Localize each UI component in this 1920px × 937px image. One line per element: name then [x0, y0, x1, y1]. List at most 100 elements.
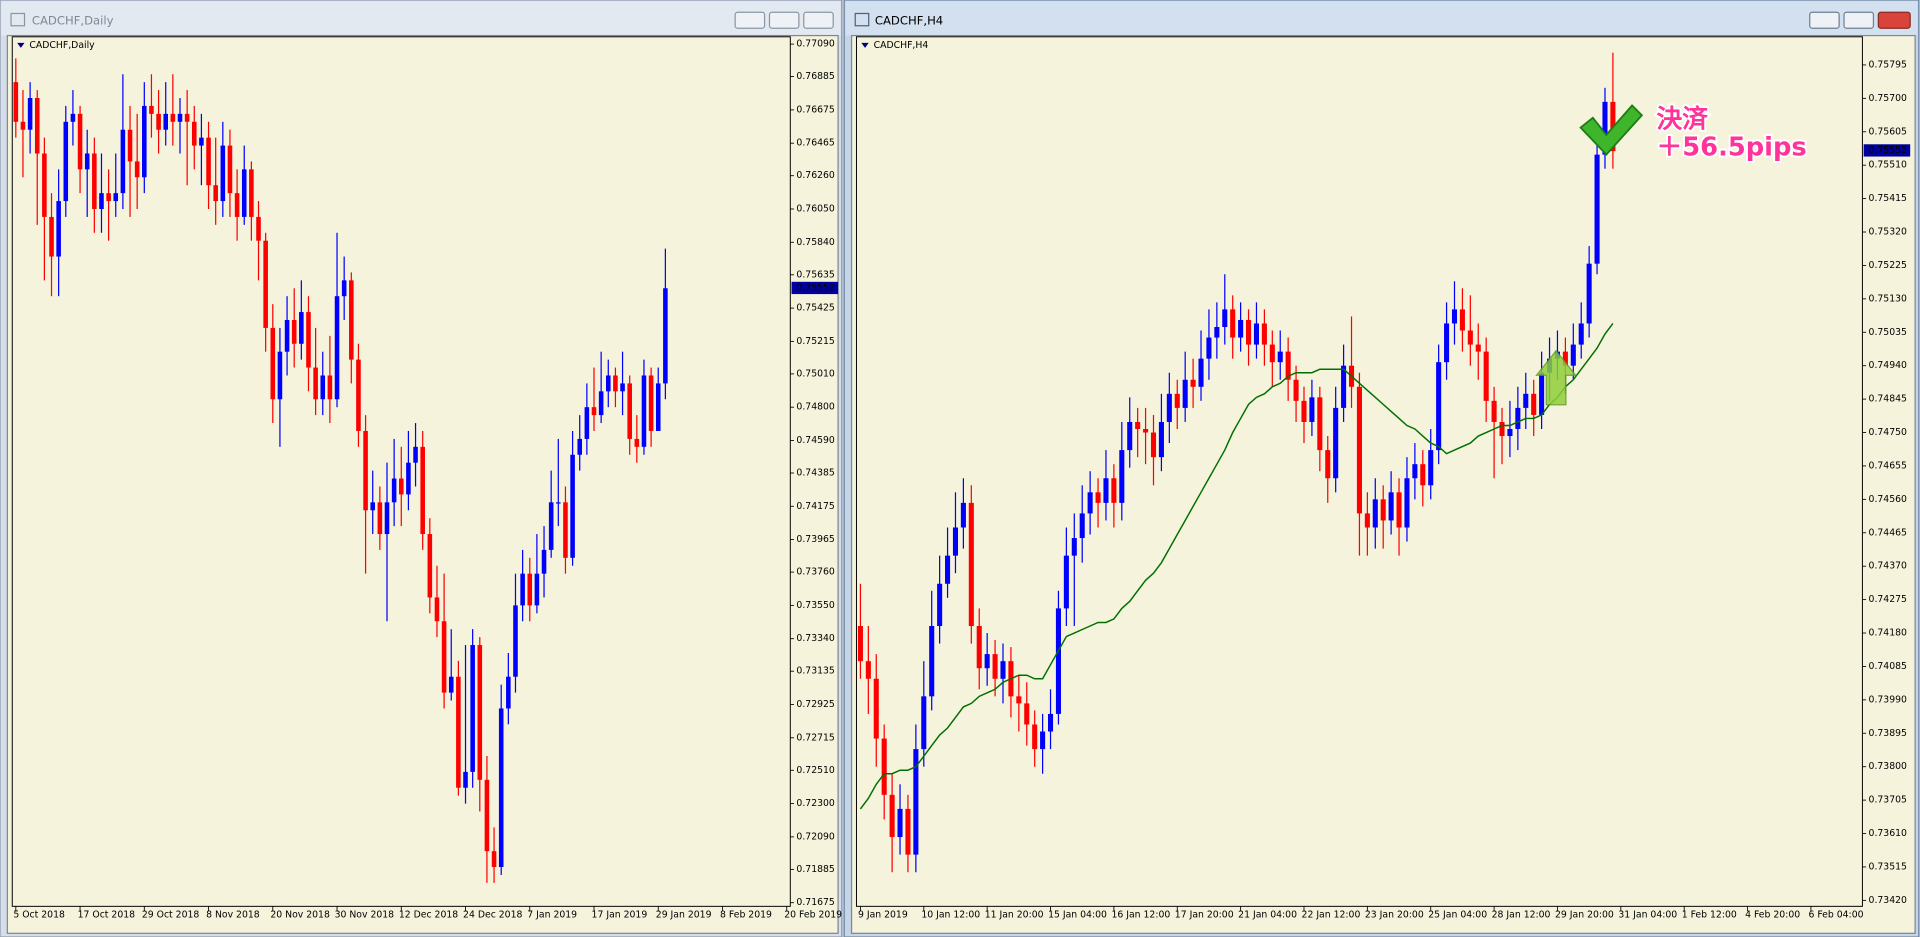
candle-body — [1317, 397, 1323, 451]
y-tick-label: 0.73705 — [1869, 795, 1908, 806]
chart-label: CADCHF,Daily — [29, 40, 95, 51]
candle-body — [1523, 393, 1529, 408]
candle-body — [234, 193, 240, 217]
candle-body — [1079, 513, 1085, 539]
candle-body — [570, 454, 575, 558]
annotation: 決済 — [1657, 104, 1709, 135]
candle-body — [1333, 407, 1339, 479]
y-tick-label: 0.75415 — [1869, 193, 1908, 204]
candle-body — [1198, 358, 1204, 387]
candle-body — [1380, 499, 1386, 521]
candle-body — [968, 502, 974, 626]
candle-body — [156, 113, 161, 130]
candle-body — [1055, 608, 1061, 714]
restore-button[interactable] — [1843, 11, 1875, 29]
y-tick-label: 0.72715 — [796, 732, 835, 743]
candle-body — [299, 312, 304, 344]
candle-body — [1095, 492, 1101, 503]
candle-body — [605, 375, 611, 392]
candle-body — [563, 502, 568, 558]
candle-body — [106, 193, 111, 202]
candle-body — [1372, 499, 1378, 528]
minimize-button[interactable] — [1809, 11, 1840, 29]
candle-body — [199, 137, 204, 146]
y-tick-label: 0.75035 — [1869, 327, 1908, 338]
x-tick-label: 8 Feb 2019 — [720, 909, 772, 920]
candle-body — [491, 851, 497, 868]
candle-body — [1103, 478, 1109, 503]
candle-body — [1586, 263, 1592, 324]
chart-label: CADCHF,H4 — [874, 40, 929, 51]
y-tick-label: 0.75510 — [1869, 160, 1908, 171]
candle-body — [1451, 309, 1458, 324]
candle-body — [456, 676, 461, 788]
candle-body — [1396, 492, 1402, 528]
y-tick-label: 0.75215 — [796, 336, 835, 347]
restore-button[interactable] — [768, 11, 800, 29]
candle-body — [142, 105, 147, 178]
candle-body — [406, 462, 411, 495]
candle-body — [84, 153, 90, 170]
x-tick-label: 11 Jan 20:00 — [985, 909, 1044, 920]
x-tick-label: 8 Nov 2018 — [206, 909, 260, 920]
candle-body — [1499, 421, 1505, 437]
candle-body — [1032, 724, 1038, 750]
close-button[interactable] — [1877, 11, 1911, 29]
y-tick-label: 0.73420 — [1869, 895, 1908, 906]
y-tick-label: 0.71675 — [796, 897, 835, 908]
candle-body — [441, 621, 447, 693]
y-tick-label: 0.74465 — [1869, 527, 1908, 538]
candle-body — [648, 375, 654, 431]
y-tick-label: 0.74940 — [1869, 360, 1908, 371]
candle-body — [1087, 492, 1093, 514]
y-tick-label: 0.74370 — [1869, 561, 1908, 572]
y-tick-label: 0.74655 — [1869, 460, 1908, 471]
x-tick-label: 20 Nov 2018 — [270, 909, 330, 920]
candle-body — [513, 605, 518, 677]
minimize-button[interactable] — [734, 11, 766, 29]
candle-body — [420, 446, 425, 535]
candle-body — [1293, 379, 1299, 401]
candle-body — [897, 808, 903, 838]
candle-body — [520, 573, 525, 606]
candle-body — [20, 121, 26, 130]
candle-body — [1214, 326, 1220, 338]
y-tick-label: 0.75605 — [1869, 126, 1908, 137]
candle-body — [284, 319, 290, 352]
candle-body — [56, 201, 61, 257]
candle-body — [598, 391, 604, 416]
y-tick-label: 0.74590 — [796, 435, 835, 446]
y-tick-label: 0.73135 — [796, 666, 835, 677]
candle-body — [306, 312, 311, 368]
x-tick-label: 25 Jan 04:00 — [1428, 909, 1487, 920]
candle-body — [1150, 432, 1157, 458]
y-tick-label: 0.75425 — [796, 303, 835, 314]
x-tick-label: 24 Dec 2018 — [463, 909, 522, 920]
y-tick-label: 0.76675 — [796, 104, 835, 115]
x-tick-label: 22 Jan 12:00 — [1302, 909, 1361, 920]
candle-body — [1127, 421, 1133, 451]
candle-body — [577, 438, 583, 455]
chart-area — [850, 34, 1916, 934]
candle-body — [1230, 309, 1236, 338]
candle-body — [1491, 400, 1497, 422]
candle-body — [1388, 492, 1394, 521]
x-tick-label: 7 Jan 2019 — [527, 909, 577, 920]
candle-body — [1594, 154, 1600, 264]
y-tick-label: 0.71885 — [796, 864, 835, 875]
candle-body — [620, 383, 625, 392]
candle-body — [627, 383, 632, 439]
y-tick-label: 0.76465 — [796, 138, 835, 149]
close-button[interactable] — [803, 11, 834, 29]
candle-body — [170, 113, 176, 122]
candle-body — [1190, 379, 1196, 387]
window-icon — [10, 12, 26, 27]
check-icon — [1579, 104, 1644, 156]
candle-body — [1047, 713, 1054, 732]
candle-body — [277, 351, 283, 400]
y-tick-label: 0.75795 — [1869, 59, 1908, 70]
x-tick-label: 15 Jan 04:00 — [1048, 909, 1107, 920]
candle-body — [873, 678, 879, 739]
candle-body — [320, 375, 326, 400]
